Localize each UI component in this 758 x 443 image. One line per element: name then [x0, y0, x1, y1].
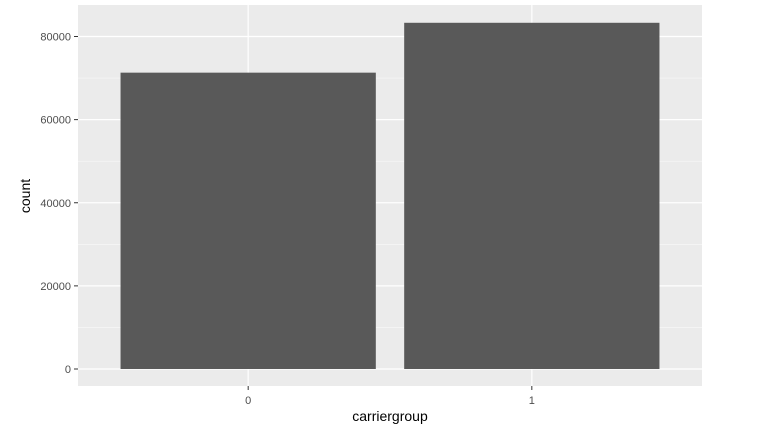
bar-0	[120, 72, 376, 370]
y-tick-label: 40000	[40, 198, 71, 210]
bar-1	[404, 22, 660, 370]
y-tick-label: 0	[65, 364, 71, 376]
x-axis-title: carriergroup	[352, 408, 428, 424]
bars	[120, 22, 660, 370]
x-tick-label: 0	[245, 395, 251, 407]
x-tick-label: 1	[529, 395, 535, 407]
y-tick-label: 60000	[40, 115, 71, 127]
y-tick-label: 80000	[40, 32, 71, 44]
y-tick-label: 20000	[40, 281, 71, 293]
y-axis-ticks: 0 20000 40000 60000 80000	[40, 32, 78, 376]
y-axis-title: count	[17, 179, 33, 213]
